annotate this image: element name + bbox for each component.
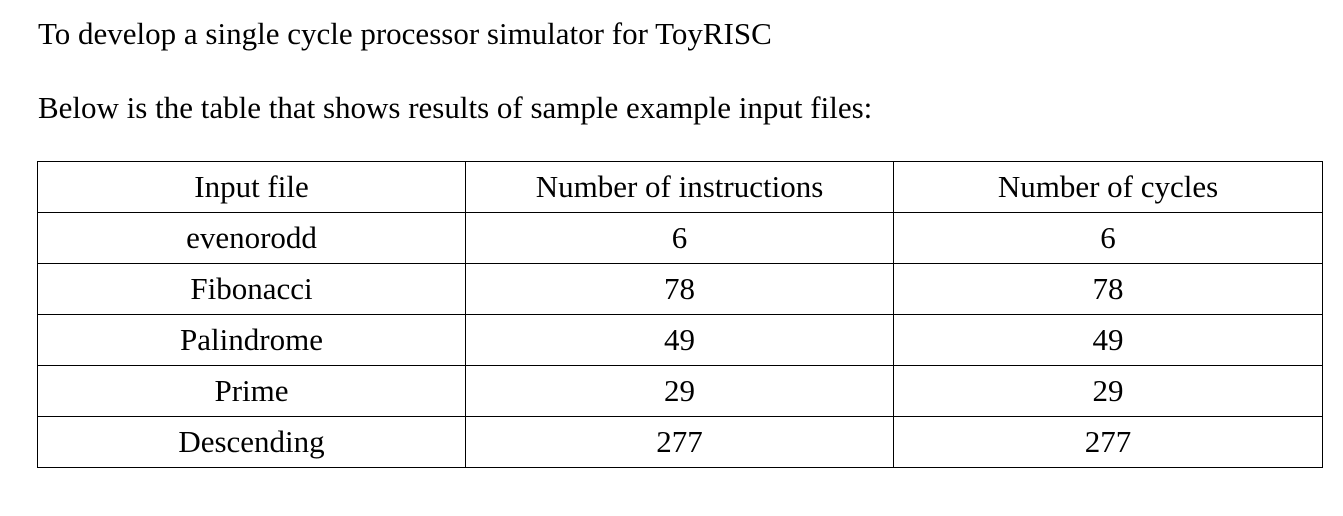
cell-input-file: Fibonacci [37,263,466,315]
cell-instructions: 29 [465,365,894,417]
table-row: Prime 29 29 [37,365,1323,417]
cell-input-file: evenorodd [37,212,466,264]
table-row: evenorodd 6 6 [37,212,1323,264]
cell-cycles: 277 [893,416,1323,468]
results-table: Input file Number of instructions Number… [37,161,1323,468]
cell-instructions: 78 [465,263,894,315]
cell-instructions: 6 [465,212,894,264]
intro-text: Below is the table that shows results of… [38,90,873,125]
table-row: Fibonacci 78 78 [37,263,1323,315]
objective-text: To develop a single cycle processor simu… [38,16,772,51]
cell-cycles: 78 [893,263,1323,315]
cell-instructions: 49 [465,314,894,366]
cell-cycles: 49 [893,314,1323,366]
cell-cycles: 29 [893,365,1323,417]
table-row: Descending 277 277 [37,416,1323,468]
table-header-row: Input file Number of instructions Number… [37,161,1323,213]
table-row: Palindrome 49 49 [37,314,1323,366]
header-number-of-instructions: Number of instructions [465,161,894,213]
cell-input-file: Palindrome [37,314,466,366]
header-input-file: Input file [37,161,466,213]
cell-input-file: Descending [37,416,466,468]
cell-input-file: Prime [37,365,466,417]
cell-cycles: 6 [893,212,1323,264]
cell-instructions: 277 [465,416,894,468]
header-number-of-cycles: Number of cycles [893,161,1323,213]
